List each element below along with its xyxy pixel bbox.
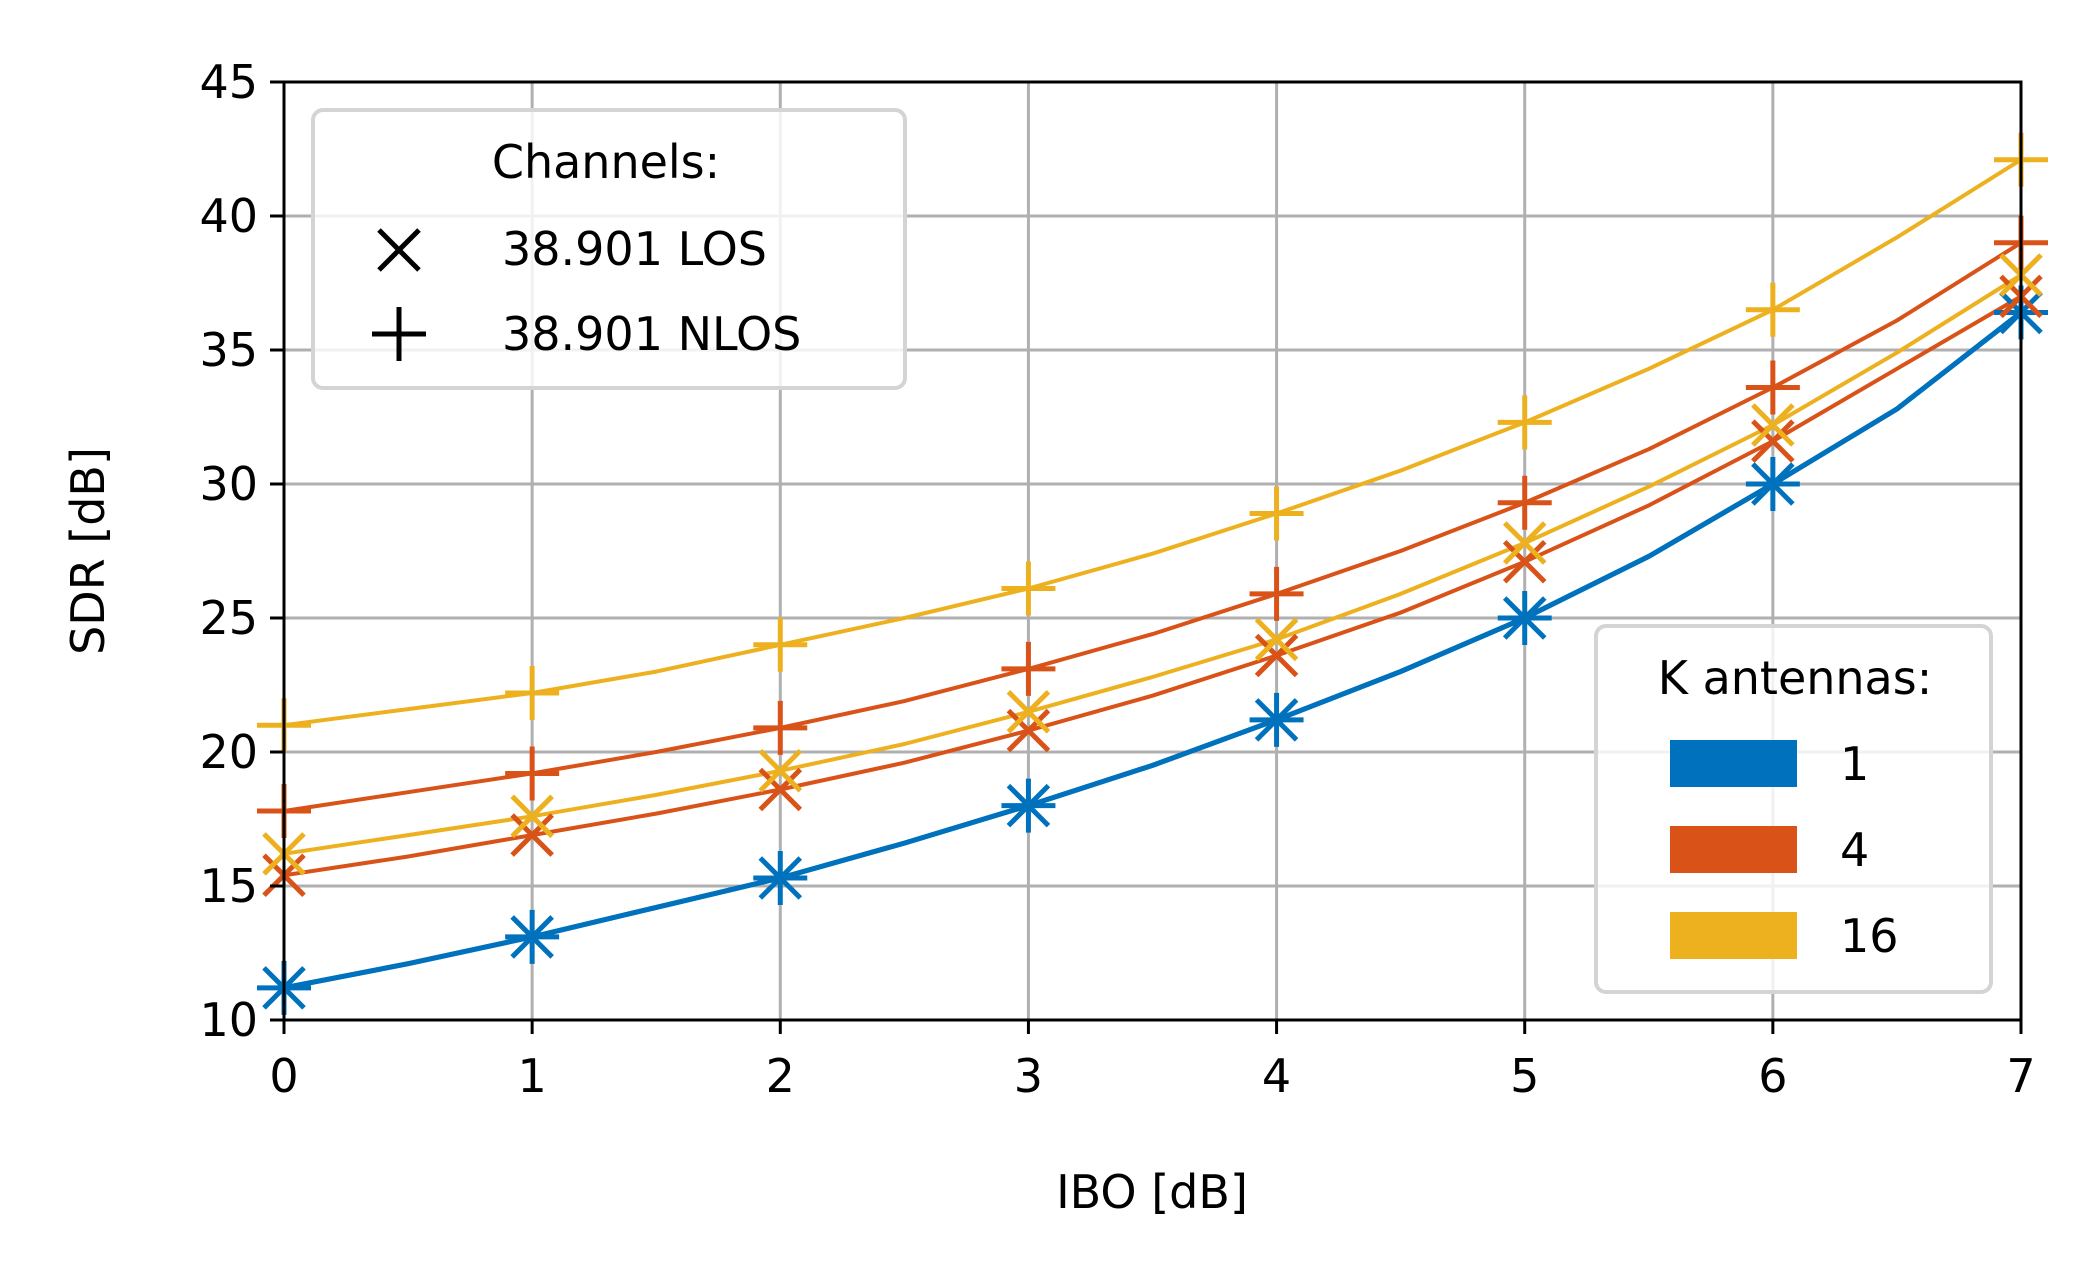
- legend-channel-entry: 38.901 LOS: [377, 222, 767, 276]
- x-tick-label: 7: [2006, 1049, 2035, 1103]
- x-marker: [1751, 419, 1795, 463]
- x-marker: [1006, 690, 1051, 734]
- y-tick-label: 35: [199, 323, 258, 377]
- x-tick-label: 5: [1510, 1049, 1539, 1103]
- legend-channel-label: 38.901 NLOS: [502, 307, 801, 361]
- x-tick-label: 6: [1758, 1049, 1787, 1103]
- legend-channels-title: Channels:: [492, 135, 720, 189]
- plus-marker: [505, 909, 560, 964]
- y-tick-label: 20: [199, 725, 258, 779]
- plus-marker: [1249, 486, 1304, 541]
- legend-channel-entry: 38.901 NLOS: [372, 307, 801, 361]
- legend-antenna-label: 4: [1840, 823, 1869, 877]
- plus-marker: [1497, 395, 1552, 450]
- legend-color-swatch: [1670, 826, 1797, 873]
- plus-marker: [1249, 692, 1304, 747]
- x-marker: [510, 794, 554, 839]
- x-marker: [758, 767, 803, 812]
- y-tick-label: 25: [199, 591, 258, 645]
- y-tick-label: 40: [199, 189, 258, 243]
- x-marker: [1502, 521, 1547, 565]
- plus-marker: [505, 746, 560, 801]
- plus-marker: [1497, 475, 1552, 530]
- plus-marker: [1745, 360, 1800, 415]
- legend-color-swatch: [1670, 912, 1797, 959]
- legend-channels-box: [311, 108, 907, 390]
- x-tick-label: 3: [1014, 1049, 1043, 1103]
- legend-antennas-title: K antennas:: [1658, 651, 1932, 705]
- legend-channel-label: 38.901 LOS: [502, 222, 767, 276]
- plot-frame: [282, 80, 2023, 1022]
- legend-antennas-box: [1594, 624, 1993, 994]
- legend-antennas: K antennas: 1 4 16: [1594, 624, 1993, 994]
- y-tick-label: 45: [199, 55, 258, 109]
- plus-marker: [1249, 566, 1304, 621]
- series-line: [283, 294, 2023, 878]
- legend-color-swatch: [1670, 740, 1797, 787]
- plus-marker: [505, 666, 560, 721]
- plus-marker: [753, 617, 808, 672]
- x-marker: [377, 228, 421, 272]
- x-marker: [1254, 633, 1299, 678]
- series-lines: [283, 158, 2023, 991]
- plus-marker: [753, 850, 808, 905]
- x-tick-label: 2: [766, 1049, 795, 1103]
- x-marker: [1254, 617, 1299, 662]
- x-axis-label: IBO [dB]: [1056, 1165, 1248, 1219]
- plus-marker: [372, 307, 426, 361]
- plus-marker: [753, 700, 808, 755]
- y-axis-label: SDR [dB]: [61, 447, 115, 655]
- legend-antenna-label: 16: [1840, 909, 1899, 963]
- x-marker-icon: [377, 228, 421, 272]
- x-marker: [1751, 403, 1795, 447]
- plus-marker: [1001, 641, 1056, 696]
- plus-marker-icon: [372, 307, 426, 361]
- x-marker: [758, 748, 803, 793]
- legend-antenna-label: 1: [1840, 737, 1869, 791]
- series-line: [283, 241, 2023, 813]
- series-line: [283, 158, 2023, 728]
- series-line: [283, 310, 2023, 991]
- plus-marker: [1001, 778, 1056, 833]
- x-marker: [1006, 708, 1051, 753]
- plus-marker: [1497, 591, 1552, 645]
- plus-marker: [1001, 561, 1056, 616]
- x-marker: [1502, 539, 1547, 584]
- x-tick-label: 4: [1262, 1049, 1291, 1103]
- x-marker: [510, 813, 554, 857]
- y-tick-label: 15: [199, 859, 258, 913]
- y-tick-label: 10: [199, 993, 258, 1047]
- series-line: [283, 273, 2023, 856]
- plus-marker: [1745, 457, 1800, 511]
- legend-channels: Channels: 38.901 LOS 38.901 NLOS: [311, 108, 907, 390]
- y-tick-label: 30: [199, 457, 258, 511]
- x-tick-label: 1: [518, 1049, 547, 1103]
- plus-marker: [1745, 282, 1800, 337]
- x-tick-label: 0: [269, 1049, 298, 1103]
